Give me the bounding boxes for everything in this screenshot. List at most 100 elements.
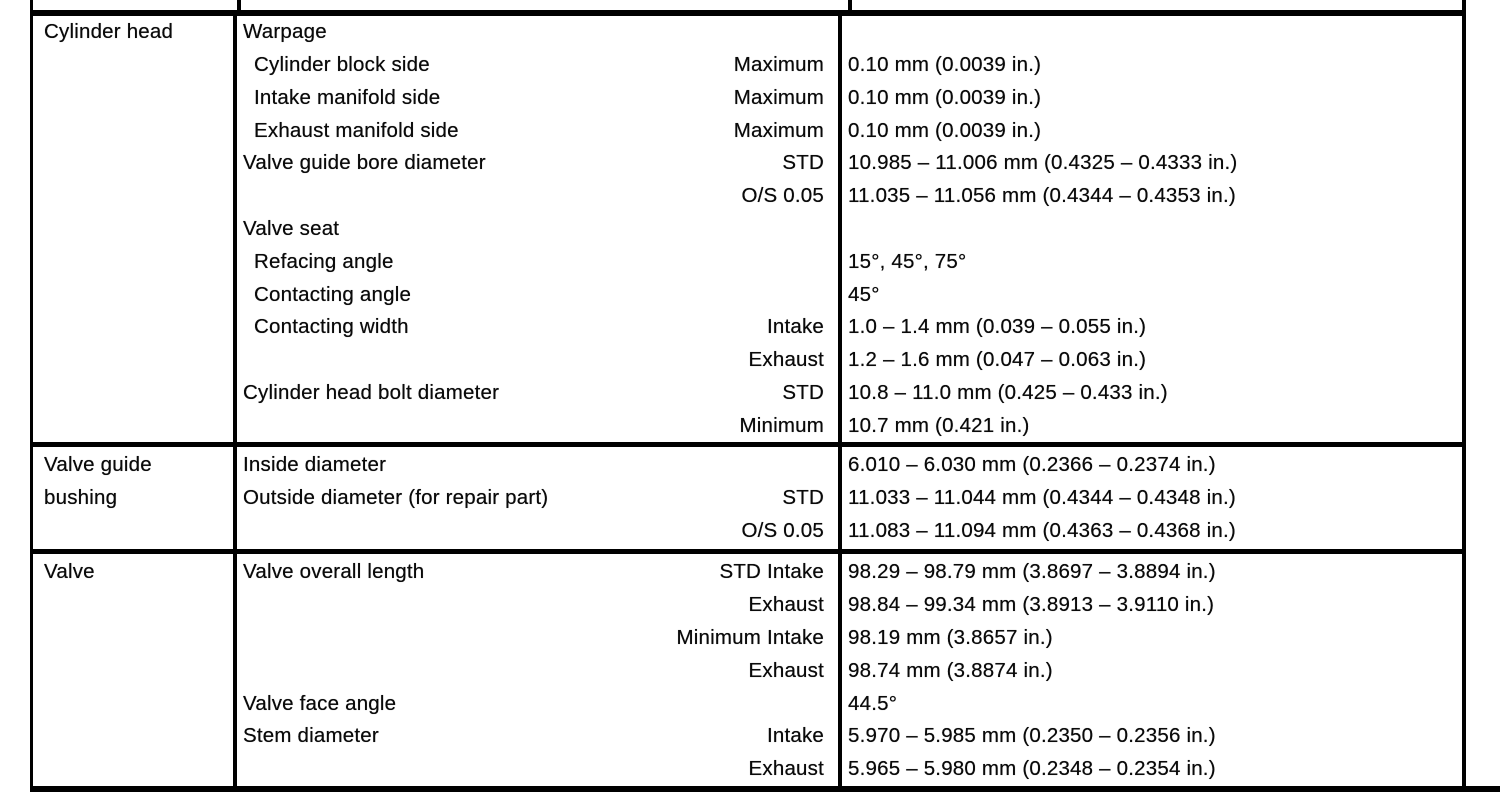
spec-row: Exhaust 98.84 – 99.34 mm (3.8913 – 3.9110… [237, 589, 1462, 622]
item-qualifier-cell: Refacing angle [237, 250, 834, 274]
item-qualifier-cell: Minimum [237, 414, 834, 438]
value-cell: 11.083 – 11.094 mm (0.4363 – 0.4368 in.) [848, 518, 1236, 542]
qualifier-label: Intake [766, 315, 824, 339]
qualifier-label: O/S 0.05 [741, 184, 824, 208]
value-cell: 44.5° [848, 691, 898, 715]
spec-row: Exhaust 98.74 mm (3.8874 in.) [237, 654, 1462, 687]
value-cell: 0.10 mm (0.0039 in.) [848, 53, 1042, 77]
spec-row: Exhaust 5.965 – 5.980 mm (0.2348 – 0.2354… [237, 753, 1462, 786]
spec-row: Cylinder head bolt diameter STD 10.8 – 11.… [237, 376, 1462, 409]
item-qualifier-cell: Exhaust manifold side Maximum [237, 119, 834, 143]
spec-row: Warpage [237, 16, 1462, 49]
table-body: Cylinder head Warpage Cylinder block side M… [30, 16, 1466, 786]
spec-row: Intake manifold side Maximum 0.10 mm (0.00… [237, 82, 1462, 115]
column-divider-stub [237, 0, 241, 10]
item-qualifier-cell: Warpage [237, 20, 834, 44]
item-label: Valve face angle [243, 691, 397, 715]
item-qualifier-cell: Exhaust [237, 593, 834, 617]
component-cell: Valve guide bushing [33, 447, 237, 549]
value-cell: 6.010 – 6.030 mm (0.2366 – 0.2374 in.) [848, 453, 1216, 477]
item-label: Intake manifold side [254, 85, 441, 109]
spec-row: Cylinder block side Maximum 0.10 mm (0.003… [237, 49, 1462, 82]
value-cell: 98.84 – 99.34 mm (3.8913 – 3.9110 in.) [848, 593, 1215, 617]
spec-rows: Warpage Cylinder block side Maximum 0.10 mm… [237, 16, 1462, 442]
value-cell: 10.985 – 11.006 mm (0.4325 – 0.4333 in.) [848, 151, 1238, 175]
item-label: Exhaust manifold side [254, 118, 459, 142]
item-label: Refacing angle [254, 249, 394, 273]
spec-row: Valve face angle 44.5° [237, 687, 1462, 720]
qualifier-value-divider [838, 554, 842, 786]
item-label: Cylinder head bolt diameter [243, 380, 500, 404]
item-label: Inside diameter [243, 453, 387, 477]
item-qualifier-cell: Valve face angle [237, 692, 834, 716]
item-qualifier-cell: Exhaust [237, 659, 834, 683]
item-qualifier-cell: Exhaust [237, 757, 834, 781]
spec-rows: Valve overall length STD Intake 98.29 – 98… [237, 554, 1462, 786]
value-cell: 11.035 – 11.056 mm (0.4344 – 0.4353 in.) [848, 184, 1236, 208]
item-qualifier-cell: Valve guide bore diameter STD [237, 151, 834, 175]
value-cell: 98.29 – 98.79 mm (3.8697 – 3.8894 in.) [848, 560, 1216, 584]
spec-row: Outside diameter (for repair part) STD 11.… [237, 482, 1462, 515]
spec-row: Valve seat [237, 213, 1462, 246]
qualifier-label: Minimum Intake [676, 625, 824, 649]
component-cell: Valve [33, 554, 237, 786]
qualifier-label: O/S 0.05 [741, 518, 824, 542]
value-cell: 15°, 45°, 75° [848, 249, 967, 273]
spec-section-valve-guide-bushing: Valve guide bushing Inside diameter 6.010 … [30, 447, 1466, 549]
qualifier-label: STD Intake [719, 560, 824, 584]
item-qualifier-cell: Outside diameter (for repair part) STD [237, 486, 834, 510]
column-divider-stub [848, 0, 852, 10]
value-cell: 5.965 – 5.980 mm (0.2348 – 0.2354 in.) [848, 757, 1216, 781]
spec-section-cylinder-head: Cylinder head Warpage Cylinder block side M… [30, 16, 1466, 442]
spec-row: O/S 0.05 11.035 – 11.056 mm (0.4344 – 0.4… [237, 180, 1462, 213]
item-qualifier-cell: O/S 0.05 [237, 184, 834, 208]
value-cell: 0.10 mm (0.0039 in.) [848, 85, 1042, 109]
spec-row: Contacting width Intake 1.0 – 1.4 mm (0.03… [237, 311, 1462, 344]
component-cell: Cylinder head [33, 16, 237, 442]
section-separator [30, 549, 1466, 554]
item-qualifier-cell: Minimum Intake [237, 626, 834, 650]
item-qualifier-cell: Valve overall length STD Intake [237, 560, 834, 584]
item-qualifier-cell: Valve seat [237, 217, 834, 241]
item-label: Valve seat [243, 216, 340, 240]
item-qualifier-cell: Inside diameter [237, 453, 834, 477]
item-label: Valve overall length [243, 560, 425, 584]
qualifier-label: Exhaust [748, 658, 824, 682]
spec-row: Exhaust 1.2 – 1.6 mm (0.047 – 0.063 in.) [237, 344, 1462, 377]
qualifier-label: Maximum [733, 118, 824, 142]
value-cell: 45° [848, 282, 880, 306]
item-qualifier-cell: Cylinder head bolt diameter STD [237, 381, 834, 405]
qualifier-label: Exhaust [748, 757, 824, 781]
qualifier-label: Maximum [733, 53, 824, 77]
item-qualifier-cell: O/S 0.05 [237, 519, 834, 543]
qualifier-label: Minimum [739, 413, 824, 437]
item-label: Stem diameter [243, 724, 379, 748]
spec-row: Exhaust manifold side Maximum 0.10 mm (0.0… [237, 114, 1462, 147]
spec-row: Stem diameter Intake 5.970 – 5.985 mm (0.2… [237, 720, 1462, 753]
value-cell: 98.74 mm (3.8874 in.) [848, 658, 1053, 682]
spec-row: Valve overall length STD Intake 98.29 – 98… [237, 556, 1462, 589]
qualifier-label: Exhaust [748, 348, 824, 372]
value-cell: 0.10 mm (0.0039 in.) [848, 118, 1042, 142]
spec-rows: Inside diameter 6.010 – 6.030 mm (0.2366 … [237, 447, 1462, 549]
value-cell: 5.970 – 5.985 mm (0.2350 – 0.2356 in.) [848, 724, 1216, 748]
value-cell: 1.2 – 1.6 mm (0.047 – 0.063 in.) [848, 348, 1147, 372]
spec-row: Refacing angle 15°, 45°, 75° [237, 245, 1462, 278]
item-label: Warpage [243, 20, 327, 44]
spec-row: Minimum 10.7 mm (0.421 in.) [237, 409, 1462, 442]
value-cell: 98.19 mm (3.8657 in.) [848, 625, 1053, 649]
item-label: Valve guide bore diameter [243, 151, 486, 175]
qualifier-label: STD [782, 486, 824, 510]
qualifier-value-divider [838, 447, 842, 549]
value-cell: 10.7 mm (0.421 in.) [848, 413, 1030, 437]
qualifier-label: Maximum [733, 85, 824, 109]
spec-row: Minimum Intake 98.19 mm (3.8657 in.) [237, 622, 1462, 655]
spec-row: Valve guide bore diameter STD 10.985 – 11.… [237, 147, 1462, 180]
value-cell: 11.033 – 11.044 mm (0.4344 – 0.4348 in.) [848, 486, 1236, 510]
section-separator [30, 442, 1466, 447]
item-qualifier-cell: Exhaust [237, 348, 834, 372]
item-qualifier-cell: Stem diameter Intake [237, 724, 834, 748]
qualifier-value-divider [838, 16, 842, 442]
spec-row: Inside diameter 6.010 – 6.030 mm (0.2366 … [237, 449, 1462, 482]
